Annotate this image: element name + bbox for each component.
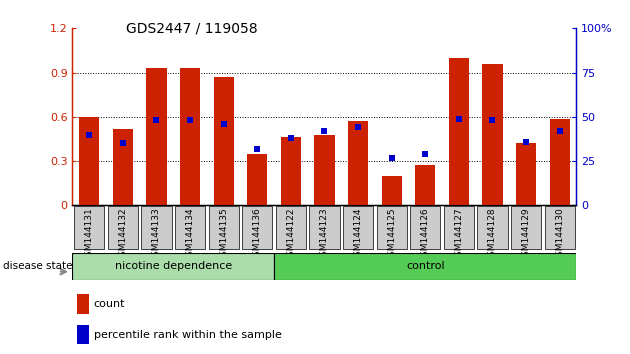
Bar xyxy=(511,206,541,249)
Text: percentile rank within the sample: percentile rank within the sample xyxy=(94,330,282,339)
Text: GSM144130: GSM144130 xyxy=(555,207,564,262)
Bar xyxy=(544,206,575,249)
Text: GSM144131: GSM144131 xyxy=(85,207,94,262)
Text: disease state: disease state xyxy=(3,261,72,271)
Text: GSM144136: GSM144136 xyxy=(253,207,261,262)
Bar xyxy=(478,206,508,249)
Bar xyxy=(74,206,105,249)
Bar xyxy=(247,154,267,205)
Bar xyxy=(415,166,435,205)
Text: GSM144124: GSM144124 xyxy=(353,207,362,262)
Text: count: count xyxy=(94,299,125,309)
Text: GSM144132: GSM144132 xyxy=(118,207,127,262)
Bar xyxy=(77,325,89,344)
Text: control: control xyxy=(406,261,445,272)
Bar xyxy=(382,176,402,205)
Text: nicotine dependence: nicotine dependence xyxy=(115,261,232,272)
Bar xyxy=(274,253,576,280)
Bar xyxy=(281,137,301,205)
Text: GDS2447 / 119058: GDS2447 / 119058 xyxy=(126,21,258,35)
Text: GSM144122: GSM144122 xyxy=(287,207,295,262)
Bar xyxy=(449,58,469,205)
Bar xyxy=(516,143,536,205)
Text: GSM144135: GSM144135 xyxy=(219,207,228,262)
Bar xyxy=(209,206,239,249)
Bar xyxy=(343,206,373,249)
Text: GSM144134: GSM144134 xyxy=(186,207,195,262)
Bar xyxy=(348,120,368,205)
Text: GSM144127: GSM144127 xyxy=(454,207,463,262)
Text: GSM144133: GSM144133 xyxy=(152,207,161,262)
Bar xyxy=(314,135,335,205)
Bar xyxy=(377,206,407,249)
Bar xyxy=(242,206,272,249)
Text: GSM144125: GSM144125 xyxy=(387,207,396,262)
Bar xyxy=(276,206,306,249)
Bar xyxy=(141,206,171,249)
Bar xyxy=(79,117,100,205)
Bar xyxy=(77,295,89,314)
Bar xyxy=(309,206,340,249)
Bar xyxy=(113,129,133,205)
Bar xyxy=(549,119,570,205)
Bar xyxy=(108,206,138,249)
Bar xyxy=(410,206,440,249)
Bar xyxy=(214,77,234,205)
Bar xyxy=(444,206,474,249)
Bar xyxy=(146,68,166,205)
Bar xyxy=(72,253,274,280)
Text: GSM144126: GSM144126 xyxy=(421,207,430,262)
Text: GSM144123: GSM144123 xyxy=(320,207,329,262)
Text: GSM144129: GSM144129 xyxy=(522,207,530,262)
Bar xyxy=(483,64,503,205)
Bar xyxy=(180,68,200,205)
Text: GSM144128: GSM144128 xyxy=(488,207,497,262)
Bar xyxy=(175,206,205,249)
